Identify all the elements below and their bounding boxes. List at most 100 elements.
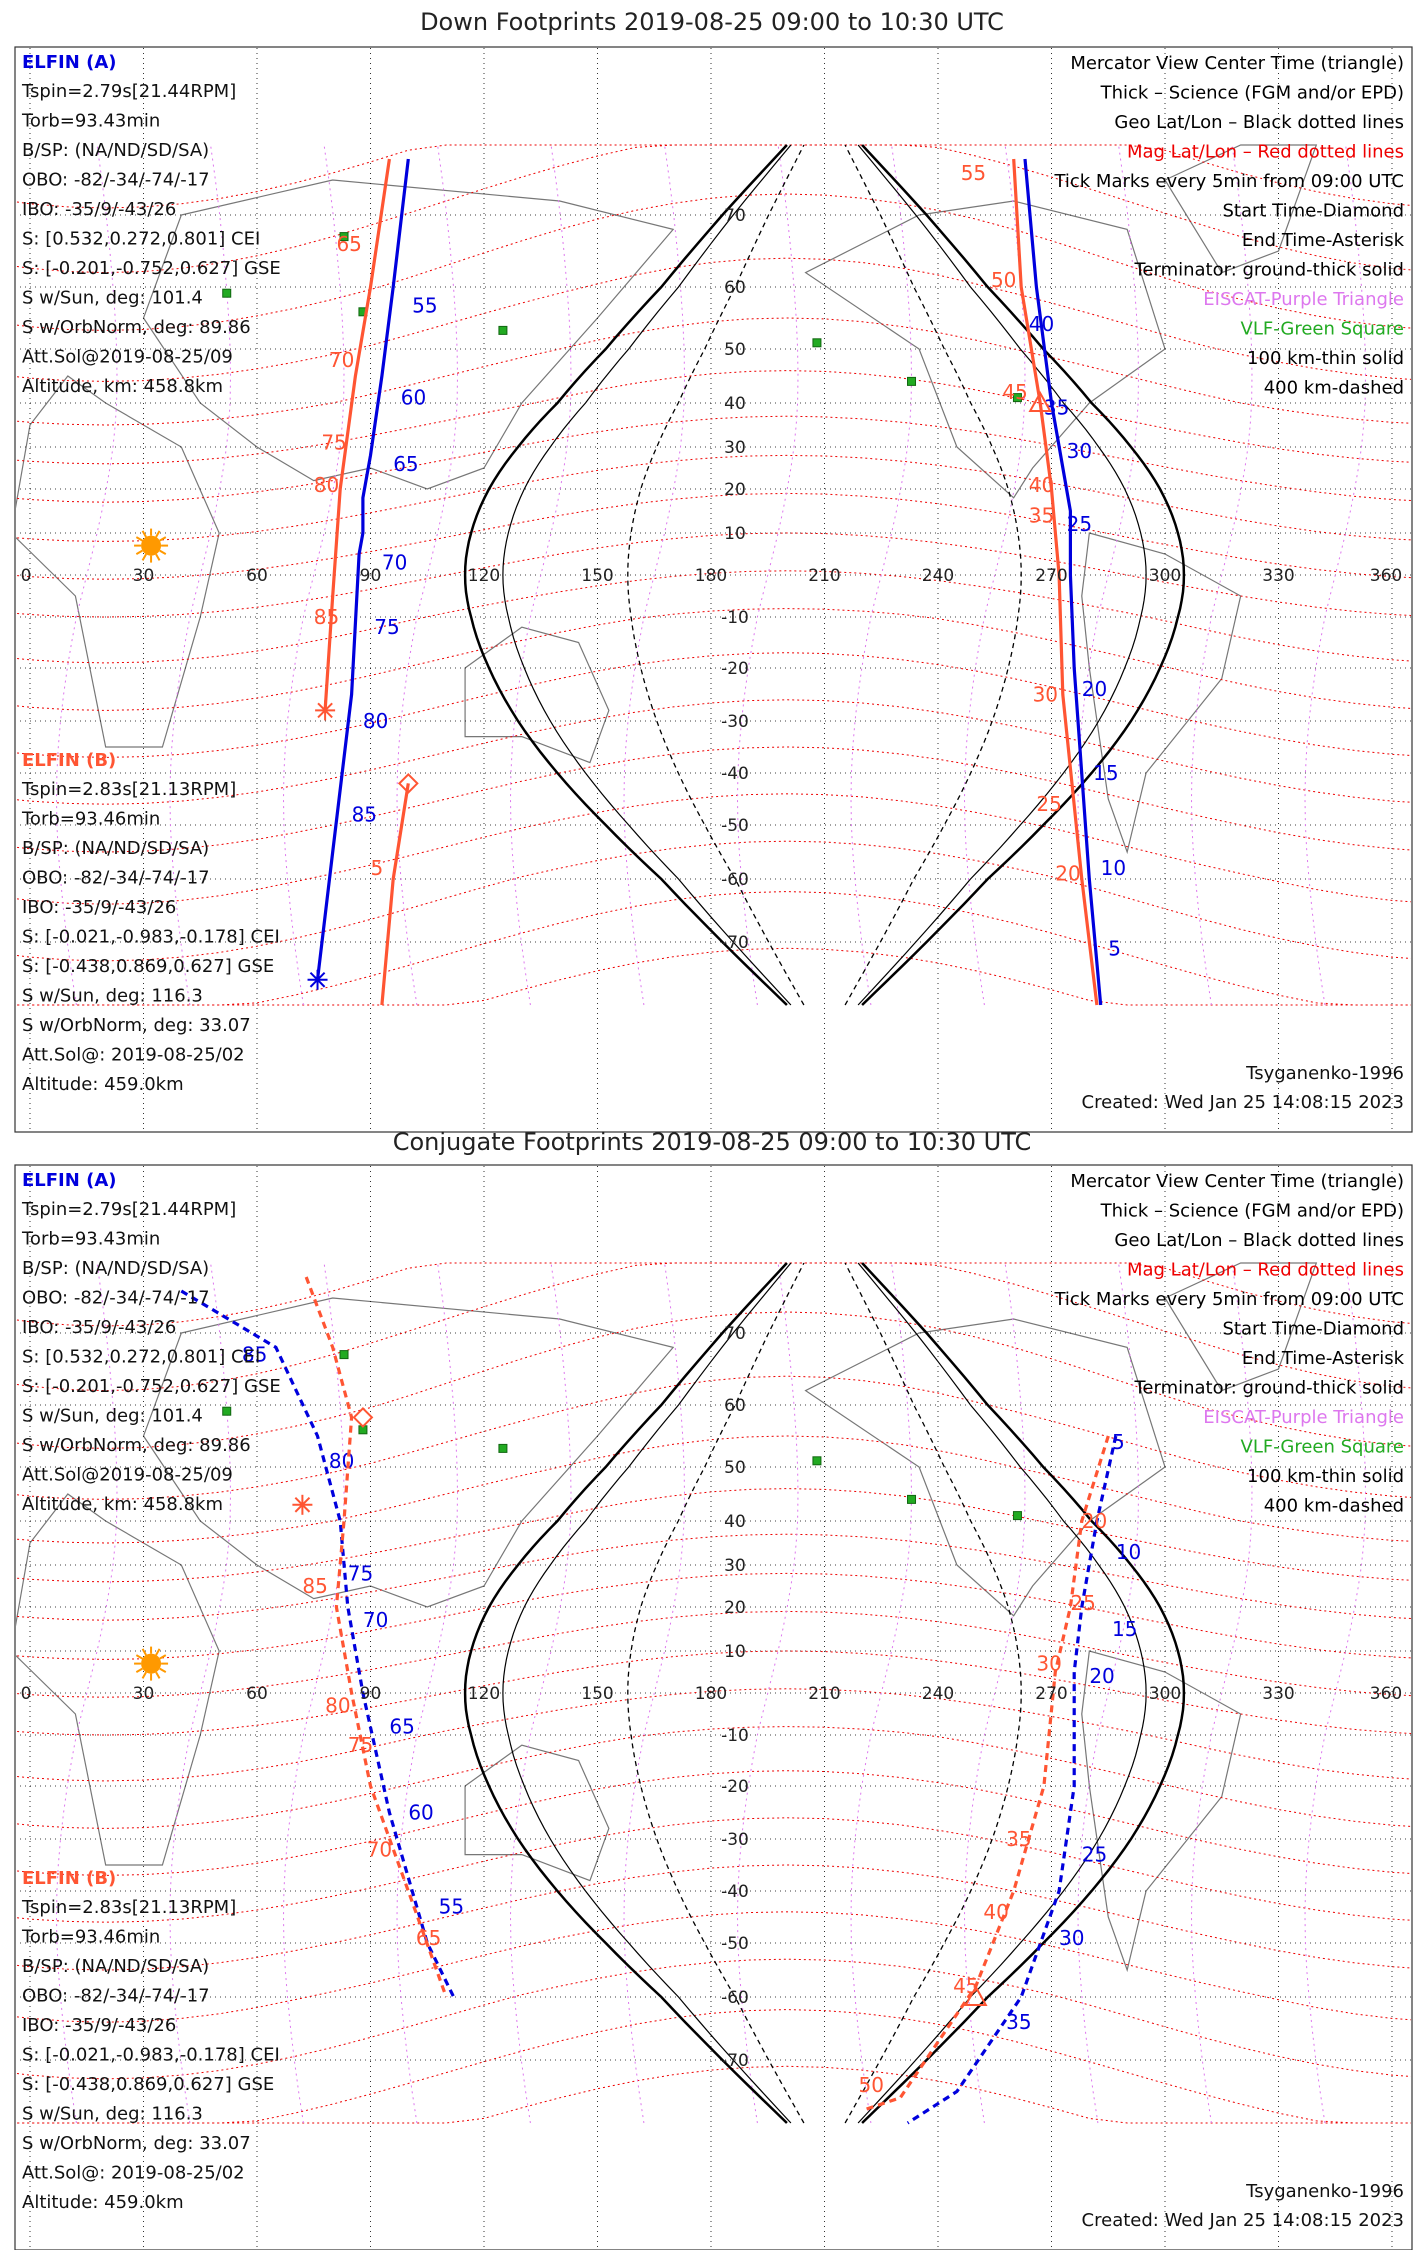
elfin-a-param: S w/OrbNorm, deg: 89.86 bbox=[22, 317, 251, 338]
lat-tick-label: 10 bbox=[724, 1642, 746, 1662]
legend-item: Geo Lat/Lon – Black dotted lines bbox=[1114, 1230, 1404, 1251]
chart-panel-down: Down Footprints 2019-08-25 09:00 to 10:3… bbox=[14, 8, 1413, 1133]
lat-tick-label: -30 bbox=[721, 712, 749, 732]
tick-time-label: 70 bbox=[363, 1608, 388, 1632]
terminator-100km bbox=[502, 1262, 792, 2124]
tick-time-label: 85 bbox=[314, 605, 339, 629]
legend-item: Thick – Science (FGM and/or EPD) bbox=[1100, 83, 1404, 104]
mag-latitude-line bbox=[16, 2009, 1411, 2124]
lat-tick-label: -20 bbox=[721, 1777, 749, 1797]
legend-item: VLF-Green Square bbox=[1241, 1437, 1404, 1458]
tick-time-label: 50 bbox=[859, 2073, 884, 2097]
footprint-track-a: 40 35 30 25 20 15 10 5 bbox=[1023, 158, 1126, 1006]
elfin-b-title: ELFIN (B) bbox=[22, 750, 116, 771]
footprint-track-a: 55 60 65 70 75 80 85 bbox=[307, 158, 438, 990]
terminator-ground bbox=[463, 144, 788, 1006]
created-timestamp: Created: Wed Jan 25 14:08:15 2023 bbox=[1082, 2210, 1404, 2231]
lon-tick-label: 30 bbox=[133, 566, 155, 586]
mag-latitude-line bbox=[16, 257, 1411, 382]
footprint-track-a: 85 80 75 70 65 60 55 bbox=[180, 1289, 464, 1998]
landmass-outline bbox=[464, 626, 610, 764]
asterisk-stroke bbox=[309, 972, 326, 988]
mag-meridian-line bbox=[1190, 1262, 1253, 2124]
asterisk-stroke bbox=[294, 1497, 311, 1513]
legend-item: End Time-Asterisk bbox=[1242, 230, 1405, 251]
tick-time-label: 75 bbox=[374, 615, 399, 639]
mag-latitude-line bbox=[16, 699, 1411, 805]
elfin-a-param: S: [-0.201,-0.752,0.627] GSE bbox=[22, 258, 281, 279]
landmass-outline bbox=[1164, 1262, 1318, 1392]
track-line bbox=[906, 1435, 1118, 2125]
footprint-track-b: 55 50 45 40 35 30 25 20 bbox=[961, 158, 1099, 1006]
terminators bbox=[463, 1262, 1186, 2124]
legend-item: 400 km-dashed bbox=[1264, 378, 1404, 399]
mag-meridian-line bbox=[55, 1262, 118, 2124]
created-timestamp: Created: Wed Jan 25 14:08:15 2023 bbox=[1082, 1092, 1404, 1113]
landmass-outline bbox=[804, 200, 1166, 499]
elfin-a-param: B/SP: (NA/ND/SD/SA) bbox=[22, 1258, 209, 1279]
tick-time-label: 70 bbox=[329, 348, 354, 372]
tick-time-label: 55 bbox=[439, 1895, 464, 1919]
mag-meridian-line bbox=[1190, 144, 1253, 1006]
track-line bbox=[380, 783, 410, 1006]
lat-tick-label: 20 bbox=[724, 1598, 746, 1618]
elfin-a-param: Altitude, km: 458.8km bbox=[22, 1494, 223, 1515]
terminator-100km bbox=[857, 1262, 1147, 2124]
vlf-station-marker bbox=[812, 1456, 822, 1466]
model-label: Tsyganenko-1996 bbox=[1245, 1063, 1404, 1084]
sun-ray bbox=[155, 553, 161, 561]
legend-item: Start Time-Diamond bbox=[1222, 1319, 1404, 1340]
elfin-b-param: Tspin=2.83s[21.13RPM] bbox=[21, 779, 236, 800]
mag-latitude-line bbox=[16, 193, 1411, 331]
elfin-a-param: IBO: -35/9/-43/26 bbox=[22, 199, 176, 220]
elfin-a-param: S: [-0.201,-0.752,0.627] GSE bbox=[22, 1376, 281, 1397]
tick-time-label: 80 bbox=[325, 1694, 350, 1718]
sun-ray bbox=[159, 1667, 167, 1673]
terminator-400km bbox=[844, 1262, 1022, 2124]
tick-time-label: 30 bbox=[1033, 683, 1058, 707]
legend-item: Mercator View Center Time (triangle) bbox=[1070, 1171, 1404, 1192]
lat-tick-label: -70 bbox=[721, 2051, 749, 2071]
lon-tick-label: 150 bbox=[581, 566, 613, 586]
legend-item: Mag Lat/Lon – Red dotted lines bbox=[1127, 1260, 1404, 1281]
elfin-b-title: ELFIN (B) bbox=[22, 1868, 116, 1889]
tick-time-label: 80 bbox=[314, 473, 339, 497]
lon-tick-label: 240 bbox=[922, 566, 954, 586]
tick-time-label: 25 bbox=[1082, 1843, 1107, 1867]
plot-area: 5560657075808565707580855403530252015105… bbox=[16, 48, 1411, 1131]
tick-time-label: 15 bbox=[1093, 761, 1118, 785]
lat-tick-label: -10 bbox=[721, 1726, 749, 1746]
elfin-b-param: IBO: -35/9/-43/26 bbox=[22, 2015, 176, 2036]
elfin-b-param: Torb=93.46min bbox=[21, 809, 160, 830]
start-diamond-marker bbox=[352, 1406, 374, 1428]
elfin-b-param: S w/Sun, deg: 116.3 bbox=[22, 2104, 203, 2125]
tick-time-label: 40 bbox=[983, 1900, 1008, 1924]
legend-item: End Time-Asterisk bbox=[1242, 1348, 1405, 1369]
landmass-outline bbox=[1081, 1650, 1242, 1973]
tick-time-label: 20 bbox=[1082, 1509, 1107, 1533]
mag-meridian-line bbox=[850, 1262, 913, 2124]
vlf-station-marker bbox=[222, 288, 232, 298]
tick-time-label: 65 bbox=[393, 452, 418, 476]
lon-tick-label: 30 bbox=[133, 1684, 155, 1704]
elfin-b-param: Tspin=2.83s[21.13RPM] bbox=[21, 1897, 236, 1918]
lon-tick-label: 360 bbox=[1370, 566, 1402, 586]
footprint-track-b: 65 70 75 80 85 bbox=[314, 158, 391, 721]
lon-tick-label: 60 bbox=[246, 1684, 268, 1704]
tick-time-label: 25 bbox=[1036, 792, 1061, 816]
elfin-b-param: Torb=93.46min bbox=[21, 1927, 160, 1948]
elfin-a-info: ELFIN (A) Tspin=2.79s[21.44RPM] Torb=93.43… bbox=[21, 52, 281, 397]
tick-time-label: 60 bbox=[401, 386, 426, 410]
start-diamond-marker bbox=[397, 772, 419, 794]
tick-time-label: 40 bbox=[1029, 473, 1054, 497]
terminator-100km bbox=[857, 144, 1147, 1006]
lon-tick-label: 120 bbox=[468, 1684, 500, 1704]
elfin-b-param: S: [-0.438,0.869,0.627] GSE bbox=[22, 2074, 274, 2095]
tick-time-label: 70 bbox=[367, 1837, 392, 1861]
mag-latitude-line bbox=[16, 608, 1411, 711]
mag-latitude-line bbox=[16, 840, 1411, 962]
tick-time-label: 55 bbox=[412, 294, 437, 318]
elfin-b-param: B/SP: (NA/ND/SD/SA) bbox=[22, 838, 209, 859]
sun-ray bbox=[135, 1667, 143, 1673]
mag-latitude-line bbox=[16, 652, 1411, 758]
